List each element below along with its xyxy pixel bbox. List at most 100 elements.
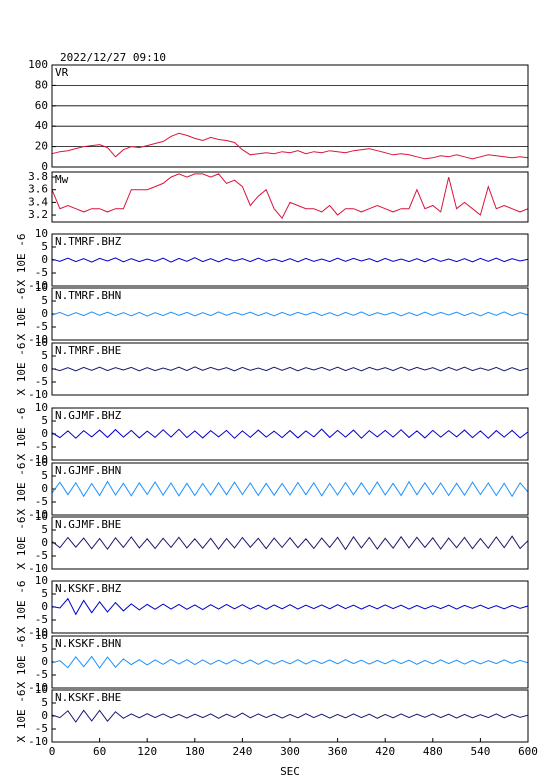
- y-tick-label: -10: [28, 279, 48, 292]
- chart-title: 2022/12/27 09:10: [60, 51, 166, 64]
- y-tick-label: 10: [35, 510, 48, 523]
- y-tick-label: 0: [41, 307, 48, 320]
- x-tick-label: 120: [137, 745, 157, 758]
- y-tick-label: -5: [35, 266, 48, 279]
- x-tick-label: 300: [280, 745, 300, 758]
- trace: [51, 132, 529, 160]
- y-tick-label: -10: [28, 453, 48, 466]
- y-tick-label: 10: [35, 629, 48, 642]
- x-tick-label: 240: [232, 745, 252, 758]
- y-tick-label: 100: [28, 58, 48, 71]
- y-axis-label: X 10E -6: [15, 234, 28, 287]
- y-axis-label: X 10E -6: [15, 690, 28, 743]
- panel-title: N.KSKF.BHZ: [55, 582, 122, 595]
- y-tick-label: -5: [35, 375, 48, 388]
- y-tick-label: -5: [35, 549, 48, 562]
- y-tick-label: -10: [28, 735, 48, 748]
- y-tick-label: 10: [35, 281, 48, 294]
- panel-title: Mw: [55, 173, 69, 186]
- y-tick-label: -5: [35, 495, 48, 508]
- x-tick-label: 480: [423, 745, 443, 758]
- panel-frame: [51, 342, 529, 396]
- trace: [51, 257, 529, 263]
- panel-frame: [51, 407, 529, 461]
- y-tick-label: 40: [35, 119, 48, 132]
- panel-title: N.GJMF.BHN: [55, 464, 121, 477]
- trace: [51, 535, 529, 551]
- panel-frame: [51, 287, 529, 341]
- y-tick-label: 3.2: [28, 208, 48, 221]
- x-tick-label: 60: [93, 745, 106, 758]
- panel-title: VR: [55, 66, 69, 79]
- x-tick-label: 180: [185, 745, 205, 758]
- y-tick-label: 10: [35, 574, 48, 587]
- trace: [51, 173, 529, 220]
- y-tick-label: 5: [41, 349, 48, 362]
- y-axis-label: X 10E -6: [15, 581, 28, 634]
- y-axis-label: X 10E -6: [15, 288, 28, 341]
- y-tick-label: -10: [28, 562, 48, 575]
- y-tick-label: 3.4: [28, 195, 48, 208]
- y-tick-label: 0: [41, 600, 48, 613]
- y-axis-label: X 10E -6: [15, 636, 28, 689]
- y-tick-label: 80: [35, 78, 48, 91]
- y-tick-label: 10: [35, 683, 48, 696]
- y-tick-label: 0: [41, 253, 48, 266]
- panel-title: N.TMRF.BHZ: [55, 235, 122, 248]
- y-axis-label: X 10E -6: [15, 408, 28, 461]
- y-tick-label: 5: [41, 696, 48, 709]
- y-tick-label: 60: [35, 99, 48, 112]
- y-tick-label: 5: [41, 587, 48, 600]
- panel-title: N.GJMF.BHZ: [55, 409, 122, 422]
- y-tick-label: -10: [28, 388, 48, 401]
- y-tick-label: 3.6: [28, 183, 48, 196]
- y-tick-label: -5: [35, 668, 48, 681]
- y-tick-label: 10: [35, 227, 48, 240]
- panel-title: N.GJMF.BHE: [55, 518, 121, 531]
- panel-frame: [51, 689, 529, 743]
- trace: [51, 655, 529, 669]
- x-tick-label: 0: [49, 745, 56, 758]
- y-tick-label: 10: [35, 401, 48, 414]
- x-tick-label: 540: [470, 745, 490, 758]
- trace: [51, 311, 529, 317]
- y-tick-label: 5: [41, 523, 48, 536]
- trace: [51, 366, 529, 372]
- y-tick-label: -5: [35, 320, 48, 333]
- y-tick-label: 5: [41, 294, 48, 307]
- x-axis-label: SEC: [280, 765, 300, 778]
- panel-frame: [51, 171, 529, 223]
- y-tick-label: -10: [28, 626, 48, 639]
- y-tick-label: -5: [35, 722, 48, 735]
- trace: [51, 480, 529, 498]
- trace: [51, 428, 529, 439]
- panel-title: N.KSKF.BHN: [55, 637, 121, 650]
- y-tick-label: 0: [41, 160, 48, 173]
- panel-frame: [51, 462, 529, 516]
- panel-title: N.TMRF.BHN: [55, 289, 121, 302]
- y-tick-label: -10: [28, 681, 48, 694]
- trace: [51, 597, 529, 616]
- panel-frame: [51, 635, 529, 689]
- panel-frame: [51, 233, 529, 287]
- y-tick-label: 3.8: [28, 170, 48, 183]
- y-tick-label: 0: [41, 709, 48, 722]
- y-tick-label: -10: [28, 333, 48, 346]
- y-axis-label: X 10E -6: [15, 517, 28, 570]
- trace: [51, 709, 529, 723]
- y-tick-label: 0: [41, 536, 48, 549]
- y-tick-label: 0: [41, 655, 48, 668]
- panel-frame: [51, 580, 529, 634]
- x-tick-label: 360: [328, 745, 348, 758]
- panel-frame: [51, 516, 529, 570]
- y-axis-label: X 10E -6: [15, 463, 28, 516]
- y-tick-label: 5: [41, 642, 48, 655]
- y-tick-label: 0: [41, 362, 48, 375]
- y-tick-label: 10: [35, 456, 48, 469]
- y-tick-label: 5: [41, 414, 48, 427]
- y-tick-label: -10: [28, 508, 48, 521]
- panel-frame: [51, 64, 529, 168]
- panel-title: N.TMRF.BHE: [55, 344, 121, 357]
